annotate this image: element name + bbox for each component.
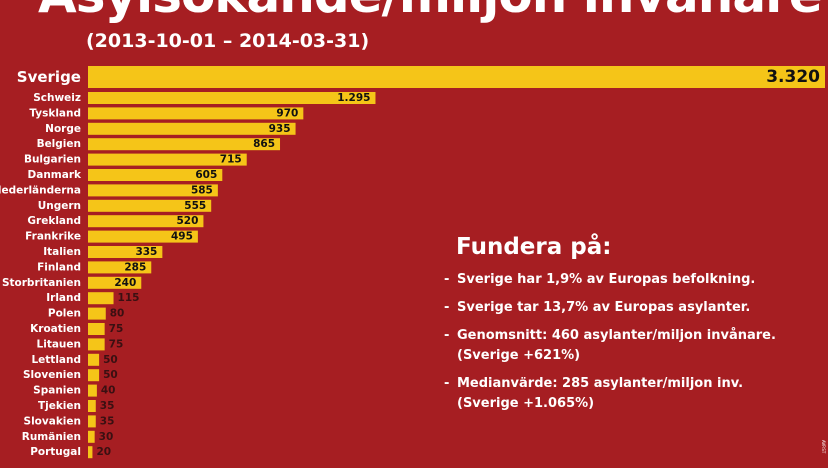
bar-litauen [88,338,105,351]
category-label: Portugal [30,446,81,458]
category-label: Ungern [38,200,81,212]
value-label: 40 [101,385,116,397]
category-label: Tyskland [29,107,81,119]
note-line: Medianvärde: 285 asylanter/miljon inv. [457,376,744,391]
note-item: Medianvärde: 285 asylanter/miljon inv. (… [444,374,824,414]
category-label: Lettland [31,354,81,366]
category-label: Rumänien [22,431,81,443]
category-label: Sverige [17,68,81,86]
note-subline: (Sverige +1.065%) [457,396,595,411]
bar-irland [88,292,114,305]
category-label: Nederländerna [0,184,81,196]
bar-finland [88,261,152,274]
bar-slovakien [88,415,96,428]
bar-schweiz [88,92,376,104]
category-label: Slovakien [24,415,81,427]
bar-spanien [88,384,97,397]
value-label: 35 [100,400,115,412]
value-label: 520 [177,215,199,227]
value-label: 50 [103,354,118,366]
category-label: Storbritanien [2,277,81,289]
value-label: 865 [253,138,275,150]
bar-grekland [88,215,204,228]
bar-polen [88,307,106,320]
bar-slovenien [88,369,100,382]
category-label: Kroatien [30,323,81,335]
bar-rumänien [88,430,95,443]
note-subline: (Sverige +621%) [457,348,581,363]
category-label: Finland [37,261,81,273]
bar-norge [88,122,296,135]
value-label: 605 [195,169,217,181]
credit-text: AVP.ST [821,440,826,454]
bar-kroatien [88,323,105,335]
category-label: Irland [46,292,81,304]
bar-danmark [88,169,223,181]
value-label: 935 [269,123,291,135]
category-label: Litauen [37,338,81,350]
value-label: 240 [114,277,136,289]
note-line: Sverige har 1,9% av Europas befolkning. [457,272,756,287]
category-label: Frankrike [25,231,81,243]
value-label: 495 [171,231,193,243]
bar-frankrike [88,230,198,243]
value-label: 585 [191,184,213,196]
category-label: Danmark [28,169,82,181]
category-label: Italien [43,246,81,258]
bar-bulgarien [88,153,247,166]
value-label: 30 [99,431,114,443]
bar-storbritanien [88,276,142,289]
value-label: 335 [135,246,157,258]
note-item: Genomsnitt: 460 asylanter/miljon invånar… [444,326,824,366]
notes-list: Sverige har 1,9% av Europas befolkning. … [444,270,824,414]
note-item: Sverige tar 13,7% av Europas asylanter. [444,298,824,318]
value-label: 115 [118,292,140,304]
category-label: Spanien [33,385,81,397]
bar-portugal [88,446,93,459]
category-label: Schweiz [33,92,81,104]
category-label: Norge [45,123,81,135]
value-label: 75 [109,323,124,335]
category-label: Slovenien [23,369,81,381]
value-label: 35 [100,415,115,427]
chart-subtitle: (2013-10-01 – 2014-03-31) [86,30,370,52]
value-label: 715 [220,154,242,166]
value-label: 75 [109,338,124,350]
note-line: Sverige tar 13,7% av Europas asylanter. [457,300,751,315]
value-label: 80 [110,308,125,320]
category-label: Belgien [37,138,81,150]
bar-sverige [88,66,825,88]
value-label: 50 [103,369,118,381]
value-label: 970 [276,107,298,119]
notes-panel: Fundera på: Sverige har 1,9% av Europas … [444,234,824,422]
note-item: Sverige har 1,9% av Europas befolkning. [444,270,824,290]
bar-nederländerna [88,184,218,197]
value-label: 555 [184,200,206,212]
value-label: 20 [96,446,111,458]
chart-title: Asylsökande/miljon invånare [38,0,823,24]
category-label: Tjekien [38,400,81,412]
bar-belgien [88,138,281,151]
bar-lettland [88,353,100,366]
value-label: 3.320 [766,67,820,87]
bar-ungern [88,199,212,212]
category-label: Grekland [27,215,81,227]
value-label: 1.295 [337,92,370,104]
bar-italien [88,246,163,258]
category-label: Polen [48,308,81,320]
bar-tjekien [88,400,96,412]
note-line: Genomsnitt: 460 asylanter/miljon invånar… [457,328,776,343]
notes-heading: Fundera på: [456,234,612,260]
bar-tyskland [88,107,304,120]
category-label: Bulgarien [24,154,81,166]
value-label: 285 [124,261,146,273]
